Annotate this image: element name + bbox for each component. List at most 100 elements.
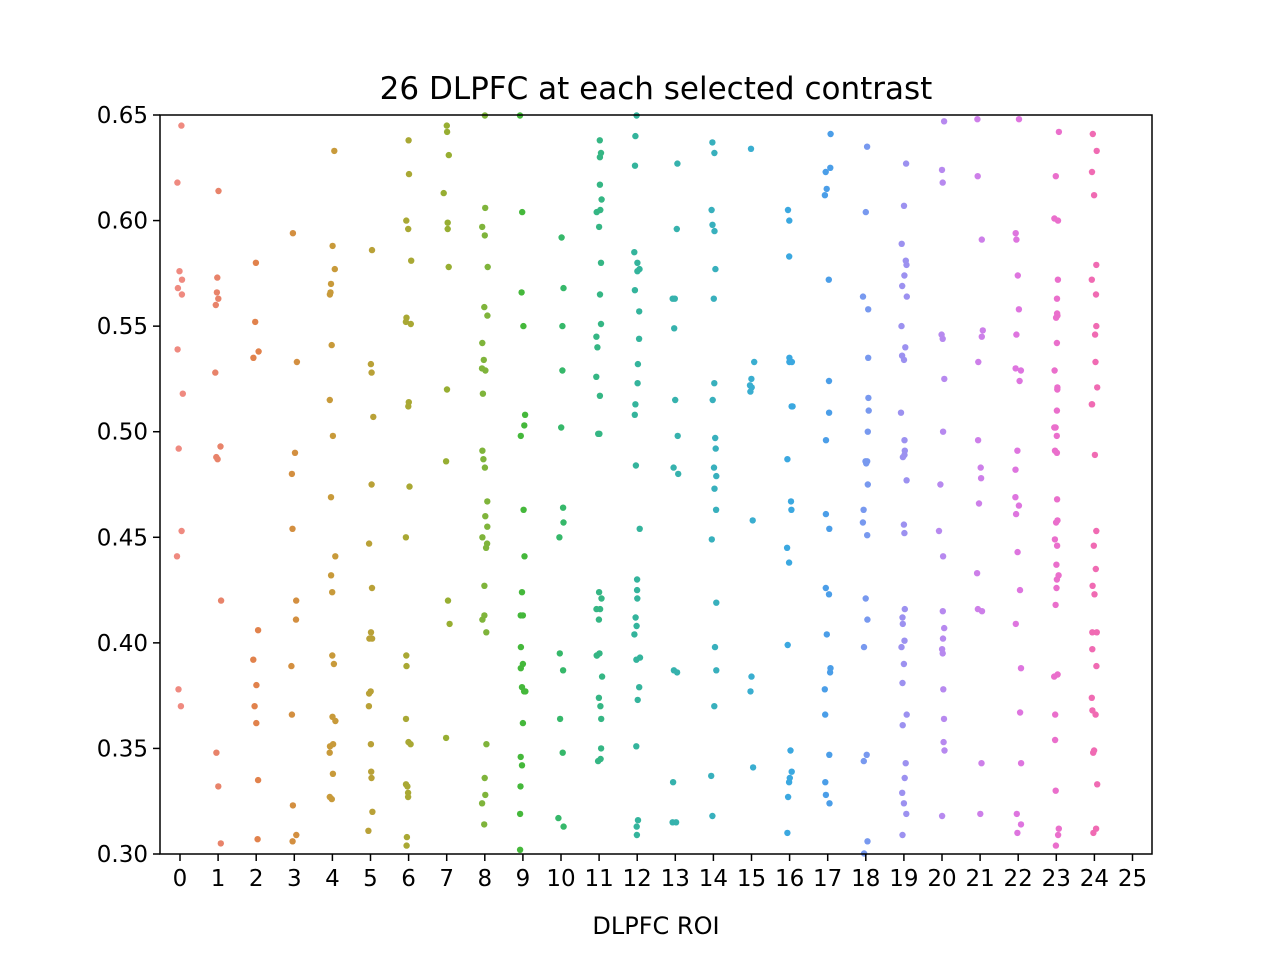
data-point — [1012, 230, 1019, 237]
data-point — [405, 170, 413, 178]
data-point — [713, 599, 720, 606]
data-point — [367, 741, 375, 748]
data-point — [711, 643, 719, 651]
x-tick-label: 7 — [439, 866, 454, 892]
data-point — [598, 196, 605, 203]
data-point — [939, 635, 947, 642]
data-point — [594, 344, 601, 351]
data-point — [977, 464, 984, 471]
data-point — [1092, 711, 1099, 718]
data-point — [596, 181, 604, 188]
data-point — [751, 358, 758, 366]
data-point — [784, 206, 792, 214]
data-point — [445, 263, 452, 271]
data-point — [783, 544, 791, 551]
data-point — [1093, 261, 1100, 269]
data-point — [403, 833, 411, 841]
y-tick-label: 0.35 — [97, 736, 148, 762]
data-point — [595, 589, 603, 596]
chart-title: 26 DLPFC at each selected contrast — [380, 71, 933, 107]
data-point — [785, 779, 793, 786]
data-point — [939, 335, 946, 342]
data-point — [939, 553, 947, 560]
data-point — [634, 268, 641, 275]
x-tick-label: 15 — [737, 866, 766, 892]
data-point — [1017, 760, 1025, 767]
data-point — [713, 472, 720, 480]
data-point — [826, 800, 833, 807]
y-tick-label: 0.45 — [97, 525, 148, 551]
data-point — [521, 411, 529, 418]
data-point — [903, 293, 910, 300]
data-point — [212, 369, 219, 376]
x-tick-label: 23 — [1042, 866, 1071, 892]
data-point — [483, 741, 490, 748]
data-point — [1054, 276, 1062, 283]
data-point — [326, 743, 334, 750]
data-point — [1054, 831, 1062, 839]
data-point — [900, 202, 908, 209]
data-point — [673, 225, 680, 233]
data-point — [978, 236, 985, 243]
data-point — [975, 358, 982, 366]
data-point — [827, 130, 834, 138]
data-point — [215, 295, 222, 302]
y-tick-label: 0.40 — [97, 631, 148, 657]
x-tick-label: 12 — [623, 866, 652, 892]
data-point — [326, 396, 333, 404]
data-point — [593, 208, 600, 216]
data-point — [288, 662, 295, 670]
data-point — [826, 751, 833, 758]
data-point — [1053, 561, 1060, 568]
data-point — [368, 584, 376, 592]
x-tick-label: 19 — [889, 866, 918, 892]
data-point — [788, 768, 795, 775]
data-point — [899, 453, 907, 461]
data-point — [788, 506, 795, 513]
data-point — [940, 686, 947, 693]
data-point — [863, 460, 870, 467]
data-point — [901, 437, 908, 444]
data-point — [175, 445, 182, 452]
data-point — [484, 498, 491, 505]
data-point — [1053, 295, 1061, 302]
data-point — [669, 819, 676, 826]
data-point — [675, 470, 682, 478]
data-point — [1089, 130, 1097, 138]
data-point — [670, 464, 677, 471]
data-point — [978, 333, 985, 340]
data-point — [859, 519, 867, 526]
data-point — [518, 589, 526, 596]
data-point — [1054, 386, 1061, 393]
data-point — [712, 434, 719, 442]
x-tick-label: 20 — [927, 866, 956, 892]
data-point — [822, 510, 830, 518]
data-point — [979, 327, 986, 334]
data-point — [1012, 365, 1019, 372]
data-point — [975, 500, 983, 507]
data-point — [367, 360, 375, 368]
data-point — [939, 608, 946, 615]
data-point — [328, 795, 335, 803]
data-point — [859, 293, 867, 300]
data-point — [902, 760, 909, 767]
data-point — [633, 656, 640, 663]
data-point — [481, 821, 488, 828]
data-point — [331, 265, 338, 273]
x-tick-label: 22 — [1004, 866, 1033, 892]
data-point — [1053, 576, 1061, 583]
data-point — [519, 208, 526, 216]
data-point — [1089, 646, 1096, 653]
data-point — [901, 529, 908, 537]
data-point — [825, 276, 832, 283]
data-point — [636, 308, 643, 315]
data-point — [559, 367, 566, 374]
data-point — [747, 388, 754, 395]
data-point — [709, 221, 716, 228]
data-point — [332, 553, 339, 560]
data-point — [1014, 548, 1021, 556]
data-point — [1017, 665, 1025, 672]
data-point — [940, 715, 948, 723]
data-point — [1090, 542, 1098, 549]
data-point — [822, 791, 830, 799]
